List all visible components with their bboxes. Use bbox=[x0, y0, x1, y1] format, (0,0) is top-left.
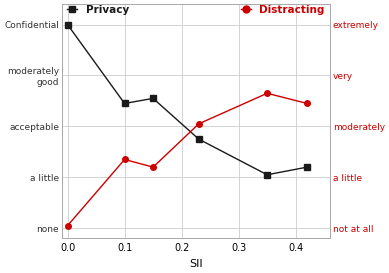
Legend: Privacy: Privacy bbox=[67, 5, 129, 15]
Legend: Distracting: Distracting bbox=[241, 5, 325, 15]
X-axis label: SII: SII bbox=[189, 259, 203, 269]
